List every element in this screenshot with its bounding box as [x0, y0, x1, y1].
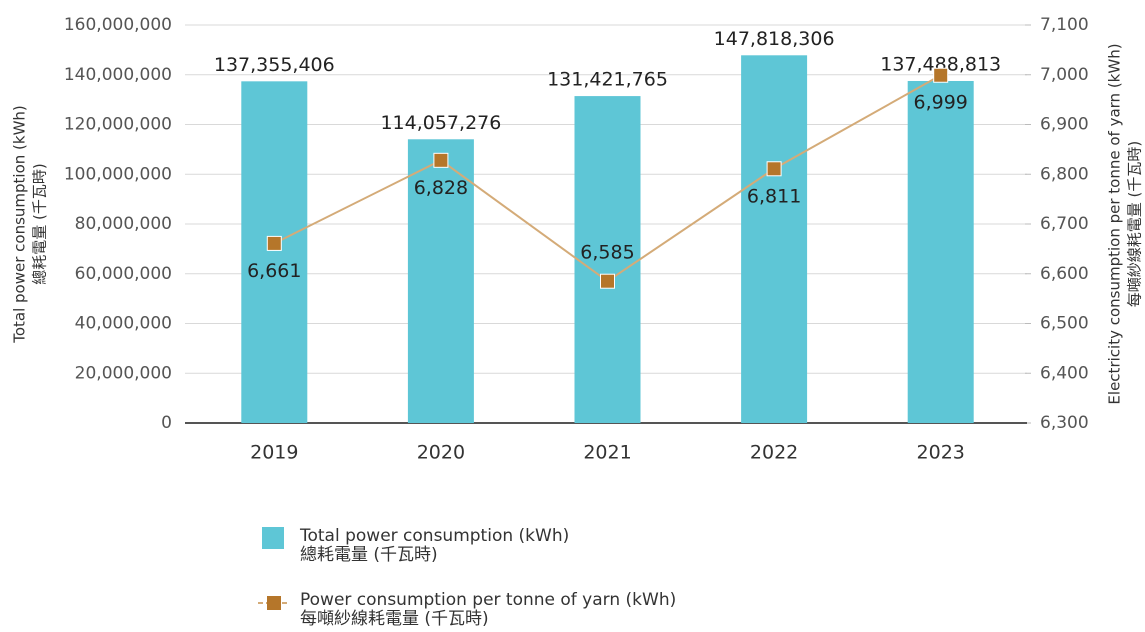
- legend-label: 總耗電量 (千瓦時): [300, 545, 438, 565]
- y2-axis-title-en: Electricity consumption per tonne of yar…: [1106, 43, 1124, 404]
- line-value-label: 6,585: [580, 242, 634, 264]
- bar-value-label: 147,818,306: [714, 28, 835, 50]
- line-marker: [266, 235, 282, 251]
- y2-tick-label: 6,500: [1040, 314, 1089, 334]
- y-axis-title-zh: 總耗電量 (千瓦時): [31, 163, 49, 284]
- bar: [741, 55, 808, 423]
- y-tick-label: 20,000,000: [75, 363, 172, 383]
- y2-axis-title: Electricity consumption per tonne of yar…: [1106, 43, 1144, 404]
- line-value-label: 6,661: [247, 260, 301, 282]
- y2-tick-label: 6,900: [1040, 115, 1089, 135]
- bar: [407, 139, 474, 423]
- legend-marker: [267, 596, 281, 610]
- y-tick-label: 100,000,000: [64, 164, 172, 184]
- y-axis-title-en: Total power consumption (kWh): [11, 105, 29, 344]
- x-tick-label: 2019: [250, 442, 298, 464]
- y-tick-label: 0: [161, 413, 172, 433]
- y2-tick-label: 6,400: [1040, 363, 1089, 383]
- y2-tick-label: 7,100: [1040, 15, 1089, 35]
- y-tick-label: 60,000,000: [75, 264, 172, 284]
- y-tick-label: 40,000,000: [75, 314, 172, 334]
- y-tick-label: 160,000,000: [64, 15, 172, 35]
- line-marker: [600, 273, 615, 289]
- bar: [241, 81, 308, 423]
- bar: [907, 80, 974, 423]
- bar-value-label: 131,421,765: [547, 69, 668, 91]
- line-value-label: 6,828: [414, 177, 468, 199]
- y-tick-label: 120,000,000: [64, 115, 172, 135]
- y2-tick-label: 6,300: [1040, 413, 1089, 433]
- legend-label: Total power consumption (kWh): [299, 526, 569, 546]
- legend-label: Power consumption per tonne of yarn (kWh…: [300, 590, 676, 610]
- y2-tick-label: 6,800: [1040, 164, 1089, 184]
- line-value-label: 6,811: [747, 185, 801, 207]
- y2-tick-label: 7,000: [1040, 65, 1089, 85]
- y2-tick-label: 6,600: [1040, 264, 1089, 284]
- x-tick-label: 2021: [583, 442, 631, 464]
- x-tick-label: 2020: [417, 442, 465, 464]
- bar-value-label: 137,355,406: [214, 54, 335, 76]
- y-axis-title: Total power consumption (kWh) 總耗電量 (千瓦時): [11, 105, 49, 344]
- legend-label: 每噸紗線耗電量 (千瓦時): [300, 609, 489, 629]
- line-marker: [933, 67, 949, 83]
- y2-tick-label: 6,700: [1040, 214, 1089, 234]
- line-value-label: 6,999: [913, 92, 967, 114]
- line-marker: [766, 161, 782, 177]
- line-marker: [433, 152, 449, 168]
- bar: [574, 96, 641, 424]
- x-tick-label: 2022: [750, 442, 798, 464]
- x-tick-label: 2023: [917, 442, 965, 464]
- y-tick-label: 80,000,000: [75, 214, 172, 234]
- bar-value-label: 114,057,276: [380, 112, 501, 134]
- y2-axis-title-zh: 每噸紗線耗電量 (千瓦時): [1126, 141, 1144, 307]
- legend-swatch: [262, 527, 284, 549]
- bar-value-label: 137,488,813: [880, 53, 1001, 75]
- y-tick-label: 140,000,000: [64, 65, 172, 85]
